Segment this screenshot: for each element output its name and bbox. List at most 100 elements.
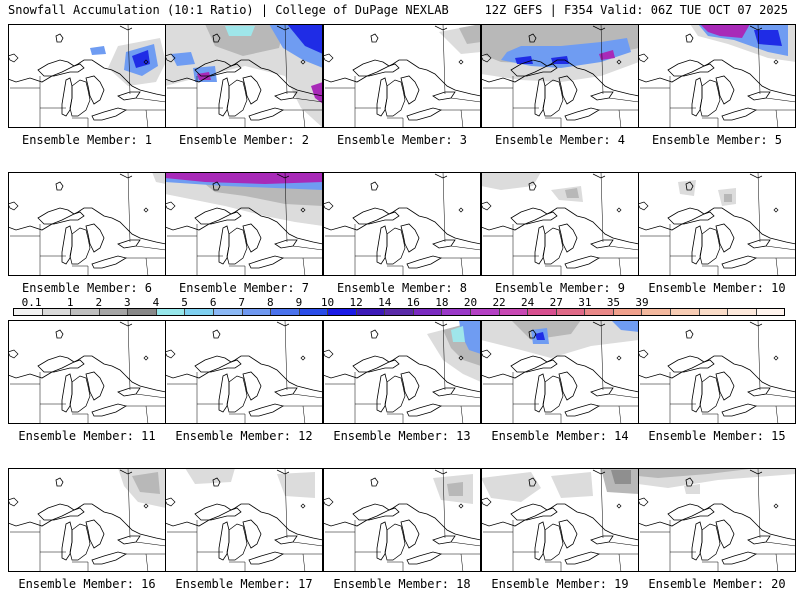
colorbar-swatch — [498, 309, 528, 315]
member-label: Ensemble Member: 14 — [491, 429, 629, 443]
snowfall-shading — [205, 24, 285, 56]
colorbar-legend: 0.1 1 2 3 4 5 6 7 8 9 10 12 14 16 18 20 22 24 27 31 35 39 — [13, 296, 785, 318]
member-label: Ensemble Member: 7 — [178, 281, 310, 295]
colorbar-swatch — [527, 309, 556, 315]
colorbar-tick-label: 6 — [209, 296, 217, 309]
snowfall-shading — [684, 484, 700, 494]
colorbar-swatch — [98, 309, 128, 315]
snowfall-shading — [565, 188, 579, 198]
colorbar-tick-label: 0.1 — [21, 296, 42, 309]
ensemble-member-panel: Ensemble Member: 8 — [323, 172, 481, 295]
map-title: Snowfall Accumulation (10:1 Ratio) | Col… — [8, 3, 449, 17]
snowfall-shading — [205, 184, 323, 206]
colorbar-swatch — [298, 309, 328, 315]
colorbar-tick-label: 39 — [635, 296, 649, 309]
ensemble-member-panel: Ensemble Member: 1 — [8, 24, 166, 147]
member-map — [481, 172, 639, 276]
member-label: Ensemble Member: 10 — [648, 281, 786, 295]
member-label: Ensemble Member: 19 — [491, 577, 629, 591]
member-label: Ensemble Member: 1 — [21, 133, 153, 147]
colorbar-swatch — [41, 309, 71, 315]
colorbar-swatch — [212, 309, 242, 315]
snowfall-shading — [724, 194, 732, 202]
colorbar-tick-label: 4 — [152, 296, 160, 309]
member-label: Ensemble Member: 6 — [21, 281, 153, 295]
snowfall-shading — [132, 472, 160, 494]
member-map — [165, 468, 323, 572]
snowfall-shading — [165, 24, 323, 128]
snowfall-shading — [481, 172, 541, 190]
run-info: 12Z GEFS | F354 Valid: 06Z TUE OCT 07 20… — [484, 3, 788, 17]
snowfall-shading — [185, 468, 235, 484]
snowfall-shading — [90, 46, 106, 55]
colorbar-swatch — [355, 309, 385, 315]
colorbar-swatch — [555, 309, 585, 315]
colorbar-tick-label: 2 — [95, 296, 103, 309]
colorbar-swatch — [327, 309, 356, 315]
colorbar-swatch — [14, 309, 42, 315]
snowfall-shading — [459, 24, 481, 44]
colorbar-swatch — [698, 309, 728, 315]
ensemble-member-panel: Ensemble Member: 14 — [481, 320, 639, 443]
snowfall-shading — [611, 320, 639, 332]
member-label: Ensemble Member: 17 — [175, 577, 313, 591]
colorbar-swatch — [584, 309, 613, 315]
ensemble-member-panel: Ensemble Member: 20 — [638, 468, 796, 591]
member-map — [323, 172, 481, 276]
colorbar-swatch — [755, 309, 785, 315]
ensemble-member-panel: Ensemble Member: 4 — [481, 24, 639, 147]
colorbar-tick-label: 20 — [463, 296, 478, 309]
colorbar-tick-label: 9 — [295, 296, 303, 309]
member-map — [165, 320, 323, 424]
snowfall-shading — [754, 30, 782, 46]
colorbar-swatch — [470, 309, 499, 315]
colorbar-tick-label: 12 — [349, 296, 363, 309]
ensemble-member-panel: Ensemble Member: 16 — [8, 468, 166, 591]
snowfall-shading — [515, 56, 533, 64]
ensemble-member-panel: Ensemble Member: 10 — [638, 172, 796, 295]
snowfall-shading — [638, 468, 758, 478]
ensemble-member-panel: Ensemble Member: 6 — [8, 172, 166, 295]
snowfall-shading — [277, 472, 315, 498]
snowfall-shading — [481, 472, 541, 502]
snowfall-shading — [459, 320, 481, 354]
ensemble-member-panel: Ensemble Member: 18 — [323, 468, 481, 591]
member-label: Ensemble Member: 8 — [336, 281, 468, 295]
member-label: Ensemble Member: 13 — [333, 429, 471, 443]
member-map — [8, 468, 166, 572]
colorbar-swatch — [612, 309, 642, 315]
member-label: Ensemble Member: 20 — [648, 577, 786, 591]
member-map — [638, 468, 796, 572]
member-label: Ensemble Member: 5 — [651, 133, 783, 147]
member-label: Ensemble Member: 11 — [18, 429, 156, 443]
colorbar-tick-label: 8 — [267, 296, 274, 309]
member-label: Ensemble Member: 12 — [175, 429, 313, 443]
member-map — [165, 172, 323, 276]
snowfall-shading — [535, 332, 545, 340]
snowfall-shading — [311, 82, 323, 104]
colorbar-swatch — [412, 309, 442, 315]
ensemble-member-panel: Ensemble Member: 9 — [481, 172, 639, 295]
member-label: Ensemble Member: 18 — [333, 577, 471, 591]
colorbar-tick-label: 10 — [320, 296, 335, 309]
snowfall-shading — [152, 172, 166, 184]
member-map — [638, 320, 796, 424]
ensemble-member-panel: Ensemble Member: 15 — [638, 320, 796, 443]
colorbar-tick-label: 16 — [406, 296, 420, 309]
member-label: Ensemble Member: 15 — [648, 429, 786, 443]
colorbar-tick-label: 22 — [492, 296, 506, 309]
colorbar-swatch — [241, 309, 271, 315]
colorbar-swatch — [270, 309, 299, 315]
colorbar-tick-label: 3 — [124, 296, 131, 309]
member-label: Ensemble Member: 16 — [18, 577, 156, 591]
colorbar-tick-label: 1 — [66, 296, 74, 309]
ensemble-member-panel: Ensemble Member: 3 — [323, 24, 481, 147]
ensemble-member-panel: Ensemble Member: 7 — [165, 172, 323, 295]
colorbar-swatch — [384, 309, 413, 315]
ensemble-member-panel: Ensemble Member: 19 — [481, 468, 639, 591]
colorbar-swatch — [441, 309, 470, 315]
member-map — [323, 320, 481, 424]
colorbar-tick-label: 31 — [578, 296, 592, 309]
colorbar-swatch — [70, 309, 99, 315]
member-map — [638, 172, 796, 276]
